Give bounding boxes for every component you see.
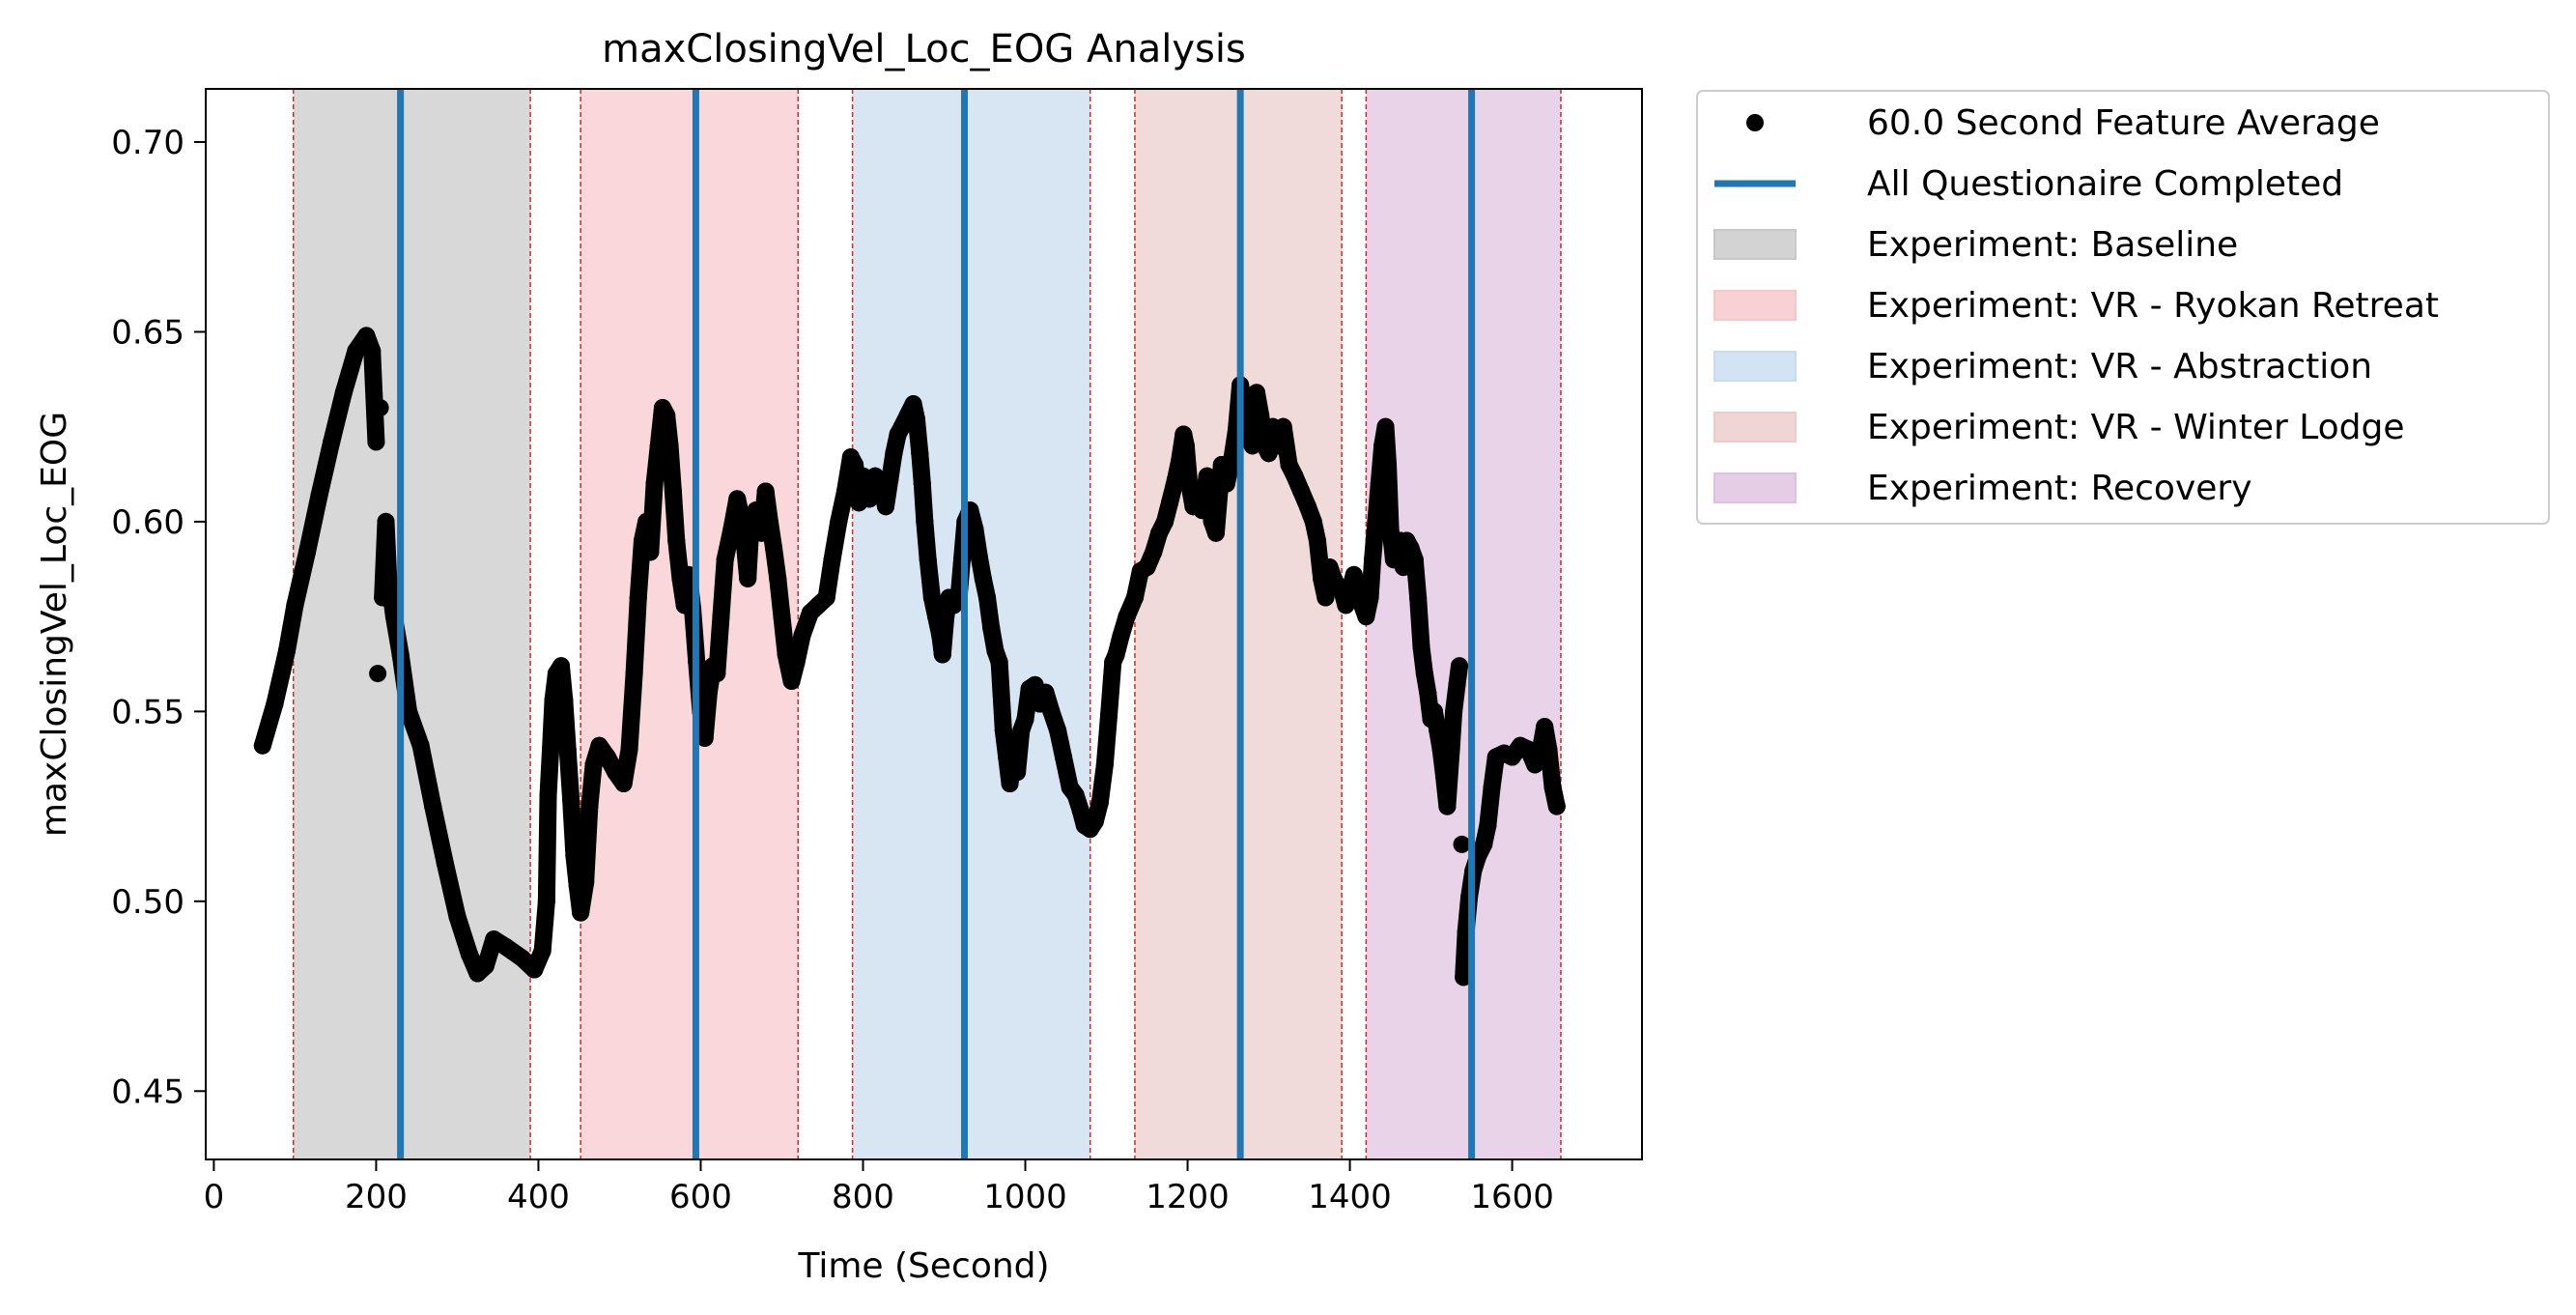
data-point xyxy=(1450,657,1468,675)
x-axis-ticks: 0 200 400 600 800 1000 1200 1400 1600 xyxy=(204,1159,1554,1216)
data-point xyxy=(367,433,385,451)
data-point-trail xyxy=(562,789,583,865)
chart-title: maxClosingVel_Loc_EOG Analysis xyxy=(602,27,1246,71)
legend: 60.0 Second Feature Average All Questiona… xyxy=(1696,90,2550,525)
data-point xyxy=(369,665,387,683)
plot-frame xyxy=(205,88,1643,1160)
legend-marker xyxy=(1713,290,1797,321)
data-point-trail xyxy=(298,486,328,561)
data-point-trail xyxy=(266,642,297,713)
x-axis-label: Time (Second) xyxy=(797,1246,1049,1286)
data-point-trail xyxy=(286,543,317,615)
data-point-trail xyxy=(1379,455,1400,538)
legend-marker xyxy=(1713,229,1797,260)
data-point xyxy=(1453,835,1471,853)
legend-marker xyxy=(1713,472,1797,503)
y-axis-ticks: 0.45 0.50 0.55 0.60 0.65 0.70 xyxy=(111,124,206,1111)
x-tick-label: 1000 xyxy=(983,1178,1067,1216)
y-tick-label: 0.70 xyxy=(111,124,184,162)
phase-band-0 xyxy=(293,89,531,1159)
x-tick-label: 200 xyxy=(345,1178,408,1216)
data-point-trail xyxy=(436,854,467,926)
y-axis-label: maxClosingVel_Loc_EOG xyxy=(35,412,74,837)
legend-label: Experiment: VR - Winter Lodge xyxy=(1867,408,2405,447)
x-tick-label: 1600 xyxy=(1470,1178,1554,1216)
data-point-trail xyxy=(424,797,454,872)
y-tick-label: 0.60 xyxy=(111,503,184,542)
legend-marker xyxy=(1713,412,1797,443)
data-point-trail xyxy=(310,433,341,504)
data-point-trail xyxy=(577,797,599,892)
questionnaire-lines xyxy=(397,89,1476,1159)
data-point-trail xyxy=(620,665,643,758)
x-tick-label: 1200 xyxy=(1146,1178,1230,1216)
legend-box xyxy=(1696,90,2550,525)
data-point-trail xyxy=(1438,740,1460,815)
legend-marker xyxy=(1713,351,1797,382)
data-point-trail xyxy=(641,474,664,561)
data-point-trail xyxy=(377,512,398,584)
data-point-trail xyxy=(739,512,760,587)
data-point-trail xyxy=(708,608,730,683)
data-point xyxy=(1547,797,1566,815)
data-points xyxy=(253,327,1566,986)
phase-bands xyxy=(292,89,1562,1159)
data-point xyxy=(371,399,389,417)
data-point-trail xyxy=(363,342,385,451)
x-tick-label: 600 xyxy=(669,1178,732,1216)
x-tick-label: 0 xyxy=(204,1178,225,1216)
y-tick-label: 0.45 xyxy=(111,1072,184,1111)
data-point-trail xyxy=(411,736,442,815)
x-tick-label: 400 xyxy=(507,1178,570,1216)
phase-band-2 xyxy=(852,89,1090,1159)
legend-label: Experiment: VR - Abstraction xyxy=(1867,347,2372,386)
y-tick-label: 0.65 xyxy=(111,313,184,352)
legend-label: Experiment: VR - Ryokan Retreat xyxy=(1867,286,2439,326)
y-tick-label: 0.55 xyxy=(111,693,184,731)
data-point-trail xyxy=(625,588,647,683)
data-point-trail xyxy=(712,551,734,626)
x-tick-label: 1400 xyxy=(1308,1178,1392,1216)
legend-label: Experiment: Recovery xyxy=(1867,469,2252,508)
data-point-trail xyxy=(537,786,557,910)
data-point-trail xyxy=(990,653,1012,740)
y-tick-label: 0.50 xyxy=(111,883,184,922)
data-point-trail xyxy=(1100,653,1122,725)
x-tick-label: 800 xyxy=(832,1178,894,1216)
phase-band-4 xyxy=(1366,89,1561,1159)
legend-label: 60.0 Second Feature Average xyxy=(1867,103,2380,143)
legend-marker xyxy=(1746,114,1764,131)
legend-label: All Questionaire Completed xyxy=(1867,164,2343,204)
legend-label: Experiment: Baseline xyxy=(1867,225,2238,265)
